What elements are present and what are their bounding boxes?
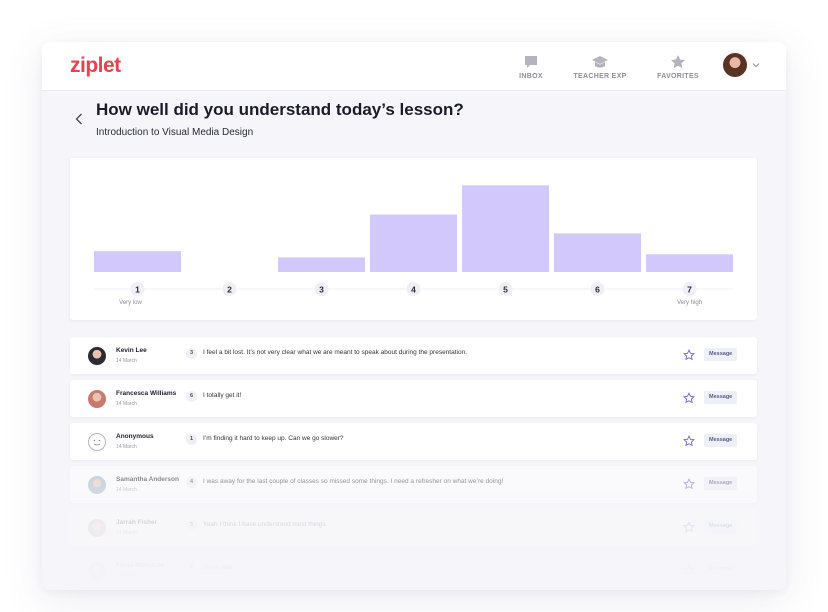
response-score-badge: 1 (186, 434, 197, 445)
response-text: I totally get it! (203, 392, 242, 399)
user-avatar[interactable] (723, 53, 747, 77)
rating-bar-chart: 1 2 3 4 5 6 7 Very low Very high (94, 185, 733, 306)
nav-inbox[interactable]: INBOX (508, 54, 554, 80)
tick-badge-4 (406, 282, 421, 296)
response-date: 14 March (116, 358, 137, 364)
tick-label: 5 (503, 285, 508, 295)
response-row[interactable]: Samantha Anderson 14 March 4 I was away for… (70, 466, 757, 503)
page-subtitle: Introduction to Visual Media Design (96, 127, 254, 138)
scale-label-high: Very high (677, 300, 702, 306)
response-score-badge: 3 (186, 348, 197, 359)
tick-label: 6 (595, 285, 600, 295)
response-score-badge: 5 (186, 520, 197, 531)
nav-inbox-label: INBOX (519, 73, 543, 80)
ziplet-logo[interactable]: ziplet (70, 54, 121, 77)
response-name[interactable]: Francesca Williams (116, 390, 177, 397)
bar-1[interactable] (94, 251, 181, 272)
response-score-badge: 6 (186, 563, 197, 574)
tick-label: 1 (135, 285, 140, 295)
nav-favorites[interactable]: FAVORITES (654, 54, 702, 80)
response-score-badge: 4 (186, 477, 197, 488)
avatar (88, 519, 106, 537)
tick-badge-7 (682, 282, 697, 296)
response-name[interactable]: Kevin Lee (116, 347, 147, 354)
response-name[interactable]: Samantha Anderson (116, 476, 179, 483)
tick-label: 7 (687, 285, 692, 295)
response-date: 14 March (116, 401, 137, 407)
star-icon[interactable] (683, 521, 695, 533)
response-name[interactable]: Fiona Mckenzie (116, 562, 165, 569)
response-text: Yeah I think I have understood most thin… (203, 521, 326, 528)
message-button[interactable]: Message (704, 434, 738, 447)
tick-label: 3 (319, 285, 324, 295)
avatar (88, 390, 106, 408)
bar-4[interactable] (370, 214, 457, 272)
nav-teacher-exp-label: TEACHER EXP (573, 73, 627, 80)
tick-badge-1 (130, 282, 145, 296)
message-button[interactable]: Message (704, 391, 738, 404)
anonymous-face-icon (88, 433, 106, 451)
response-score-badge: 6 (186, 391, 197, 402)
response-text: I feel a bit lost. It’s not very clear w… (203, 349, 468, 356)
tick-badge-5 (498, 282, 513, 296)
response-row[interactable]: Anonymous 14 March 1 I’m finding it hard to… (70, 423, 757, 460)
response-date: 14 March (116, 444, 137, 450)
response-date: 14 March (116, 487, 137, 493)
bar-5[interactable] (462, 185, 549, 272)
app-window: ziplet INBOX TEACHER EXP FAVORITES (42, 42, 786, 590)
tick-badge-3 (314, 282, 329, 296)
star-icon[interactable] (683, 435, 695, 447)
message-button[interactable]: Message (704, 520, 738, 533)
tick-label: 4 (411, 285, 416, 295)
graduation-cap-icon (592, 56, 608, 68)
response-date: 14 March (116, 530, 137, 536)
scale-label-low: Very low (119, 300, 142, 306)
response-text: Got it now (203, 564, 233, 571)
response-text: I’m finding it hard to keep up. Can we g… (203, 435, 344, 442)
page-title: How well did you understand today’s less… (96, 100, 464, 119)
bar-3[interactable] (278, 257, 365, 272)
nav-teacher-exp[interactable]: TEACHER EXP (573, 54, 627, 80)
message-button[interactable]: Message (704, 348, 738, 361)
bar-6[interactable] (554, 233, 641, 272)
chat-bubble-icon (525, 56, 537, 68)
star-icon[interactable] (683, 478, 695, 490)
response-row[interactable]: Jarrah Fisher 14 March 5 Yeah I think I hav… (70, 509, 757, 546)
tick-badge-6 (590, 282, 605, 296)
star-icon (671, 55, 685, 69)
avatar (88, 476, 106, 494)
nav-favorites-label: FAVORITES (657, 73, 699, 80)
response-name[interactable]: Jarrah Fisher (116, 519, 158, 526)
response-text: I was away for the last couple of classe… (203, 478, 504, 485)
back-chevron-icon[interactable] (75, 113, 83, 125)
response-date: 14 March (116, 573, 137, 579)
response-row[interactable]: Kevin Lee 14 March 3 I feel a bit lost. It’… (70, 337, 757, 374)
message-button[interactable]: Message (704, 477, 738, 490)
response-name[interactable]: Anonymous (116, 433, 154, 440)
star-icon[interactable] (683, 392, 695, 404)
bar-7[interactable] (646, 254, 733, 272)
response-row[interactable]: Fiona Mckenzie 14 March 6 Got it now Message (70, 552, 757, 589)
avatar (88, 562, 106, 580)
star-icon[interactable] (683, 564, 695, 576)
chevron-down-icon[interactable] (752, 62, 760, 68)
tick-badge-2 (222, 282, 237, 296)
chart-card: 1 2 3 4 5 6 7 Very low Very high (70, 158, 757, 320)
tick-label: 2 (227, 285, 232, 295)
message-button[interactable]: Message (704, 563, 738, 576)
top-bar: ziplet INBOX TEACHER EXP FAVORITES (42, 42, 786, 91)
avatar (88, 347, 106, 365)
star-icon[interactable] (683, 349, 695, 361)
response-row[interactable]: Francesca Williams 14 March 6 I totally get… (70, 380, 757, 417)
